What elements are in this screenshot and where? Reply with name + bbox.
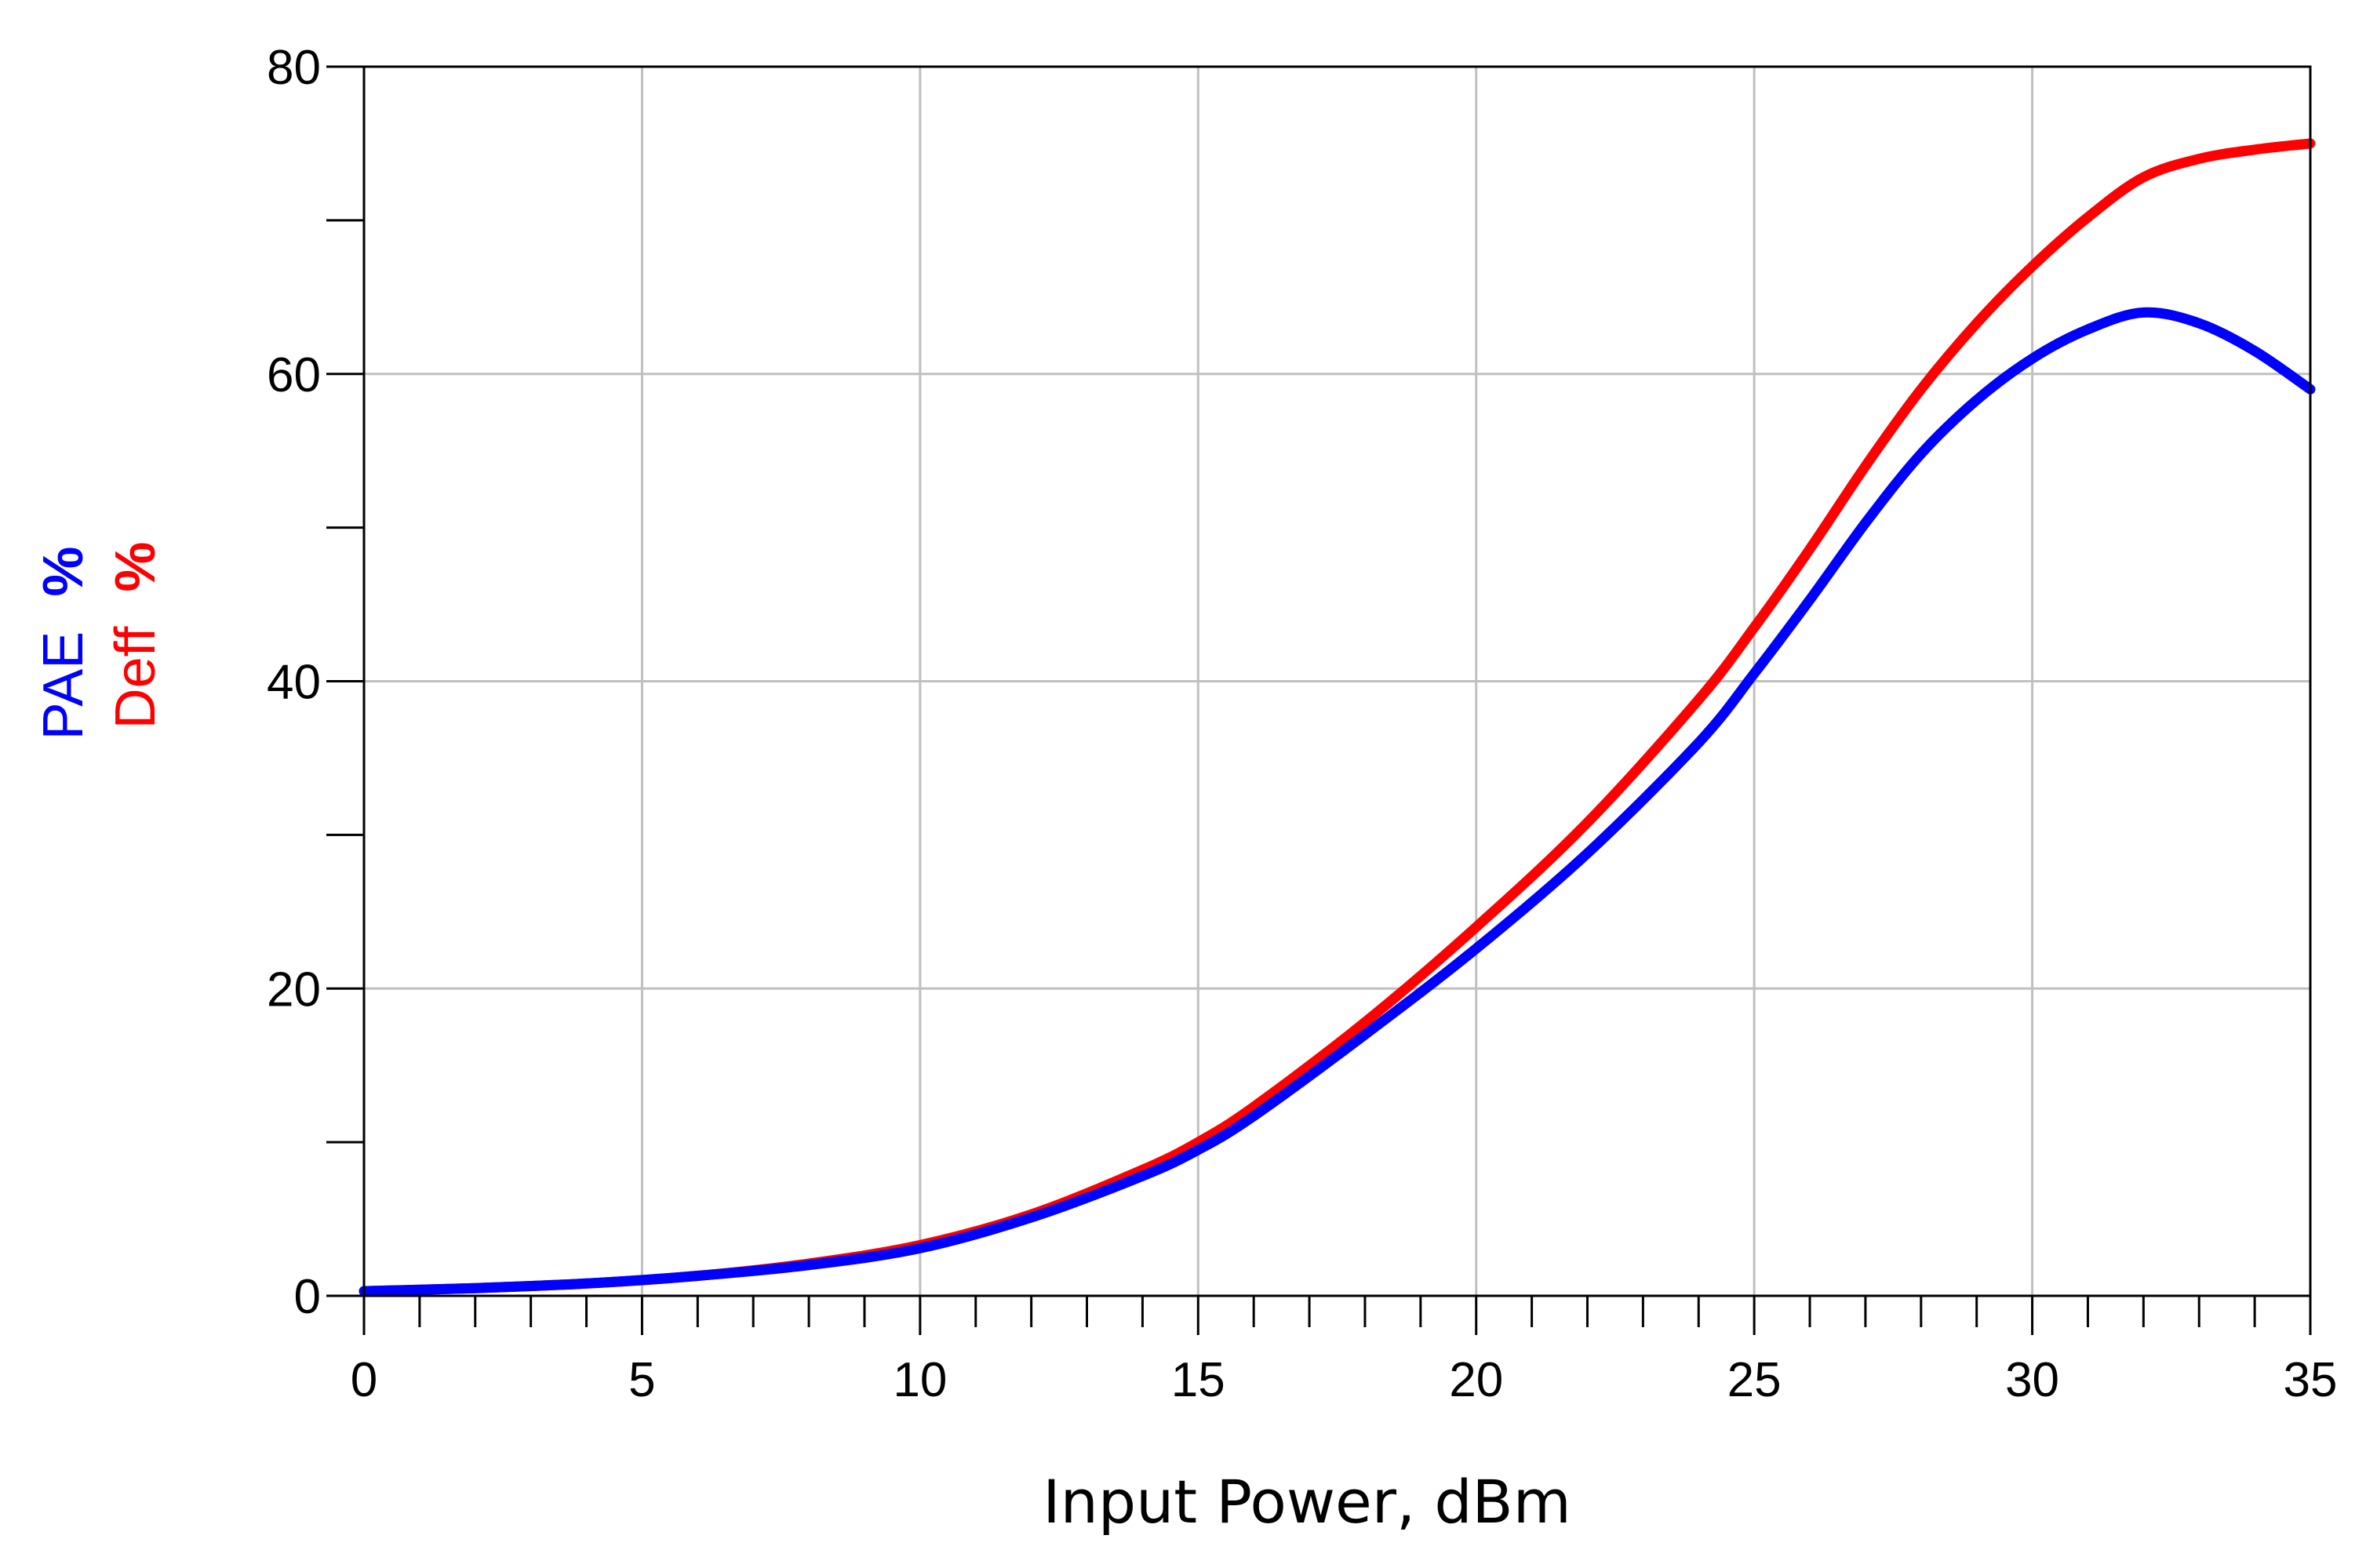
y-label-pae: PAE <box>32 631 95 740</box>
y-tick-label: 0 <box>294 1270 321 1324</box>
axes <box>326 65 2312 1335</box>
y-tick-label: 40 <box>267 656 321 710</box>
x-tick-label: 25 <box>1727 1353 1782 1407</box>
y-tick-label: 80 <box>267 41 321 95</box>
y-tick-labels: 0 20 40 60 80 <box>267 41 321 1324</box>
x-tick-label: 15 <box>1171 1353 1225 1407</box>
y-label-deff: Deff <box>104 626 167 729</box>
grid <box>364 67 2310 1296</box>
x-tick-label: 5 <box>628 1353 655 1407</box>
series-line-pae <box>359 307 2316 1297</box>
y-axis-label: PAE % Deff % <box>32 531 167 740</box>
svg-text:PAE % Deff %: PAE % Deff % <box>32 531 167 740</box>
x-tick-label: 0 <box>351 1353 377 1407</box>
x-axis-label: Input Power, dBm <box>1043 1467 1571 1537</box>
y-label-pae-unit: % <box>32 547 95 597</box>
series-line-deff <box>359 138 2316 1297</box>
x-tick-label: 30 <box>2005 1353 2059 1407</box>
y-tick-label: 60 <box>267 348 321 402</box>
x-tick-label: 20 <box>1449 1353 1503 1407</box>
x-tick-label: 10 <box>893 1353 947 1407</box>
y-tick-label: 20 <box>267 962 321 1017</box>
y-label-deff-unit: % <box>104 542 167 592</box>
series-layer <box>359 138 2316 1297</box>
x-tick-labels: 0 5 10 15 20 25 30 35 <box>351 1353 2338 1407</box>
x-tick-label: 35 <box>2284 1353 2338 1407</box>
